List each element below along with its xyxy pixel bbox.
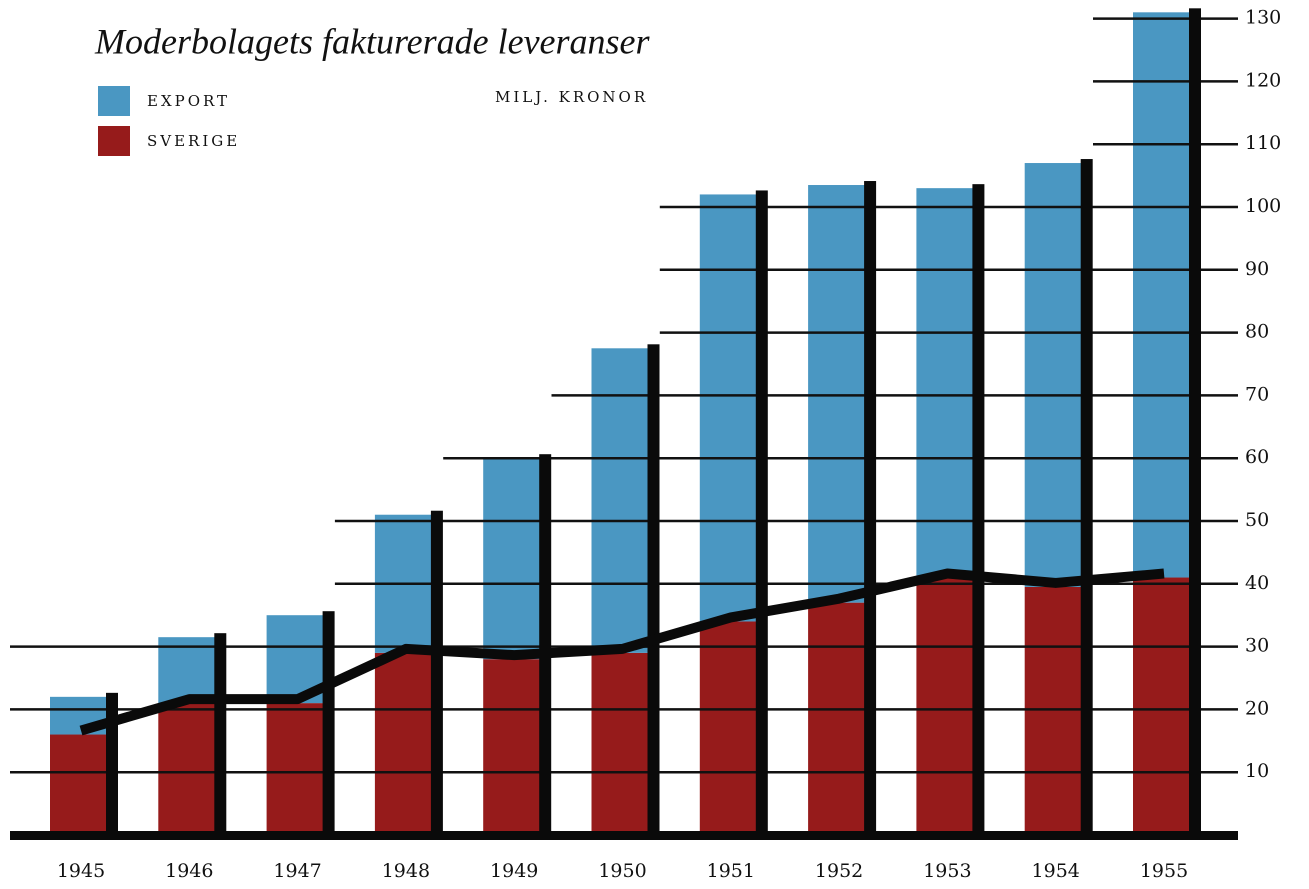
y-tick-label: 110	[1245, 132, 1281, 154]
bar-segment	[591, 652, 654, 835]
y-tick-label: 130	[1245, 7, 1281, 29]
x-tick-label: 1951	[707, 860, 755, 882]
y-tick-label: 60	[1245, 446, 1269, 468]
x-tick-label: 1954	[1032, 860, 1080, 882]
bar-segment	[1024, 163, 1087, 587]
bar-segment	[483, 458, 546, 660]
bar-post	[214, 633, 227, 835]
bar-segment	[1133, 577, 1195, 835]
bar-post	[430, 510, 443, 835]
bar-segment	[266, 703, 329, 835]
x-tick-label: 1948	[382, 860, 430, 882]
x-tick-label: 1946	[165, 860, 213, 882]
bar-segment	[50, 734, 112, 835]
bar-post	[322, 611, 335, 835]
bar-segment	[1133, 12, 1195, 578]
x-tick-label: 1955	[1140, 860, 1188, 882]
x-tick-label: 1950	[598, 860, 646, 882]
y-tick-label: 80	[1245, 321, 1269, 343]
bar-post	[647, 344, 660, 835]
x-tick-label: 1945	[57, 860, 105, 882]
bar-segment	[808, 185, 871, 603]
y-tick-label: 40	[1245, 572, 1269, 594]
bar-segment	[808, 602, 871, 835]
bar-segment	[699, 194, 762, 622]
y-tick-label: 10	[1245, 760, 1269, 782]
sverige-line	[79, 568, 1165, 736]
x-tick-label: 1949	[490, 860, 538, 882]
y-tick-label: 70	[1245, 383, 1269, 405]
y-tick-label: 30	[1245, 635, 1269, 657]
bar-segment	[591, 348, 654, 653]
x-axis	[10, 831, 1238, 840]
legend-label: SVERIGE	[147, 132, 240, 150]
y-tick-label: 20	[1245, 697, 1269, 719]
bar-post	[539, 454, 552, 835]
bar-post	[106, 692, 118, 835]
legend-swatch	[98, 126, 130, 156]
chart-subtitle: MILJ. KRONOR	[495, 88, 648, 106]
bar-post	[1189, 8, 1201, 835]
bar-post	[972, 184, 985, 835]
x-tick-label: 1953	[923, 860, 971, 882]
bar-post	[1080, 159, 1093, 836]
bar-post	[864, 181, 877, 835]
legend-label: EXPORT	[147, 92, 230, 110]
x-tick-label: 1947	[273, 860, 321, 882]
bar-post	[755, 190, 768, 835]
y-tick-label: 100	[1245, 195, 1281, 217]
bar-segment	[158, 637, 221, 704]
bar-segment	[483, 659, 546, 835]
bar-segment	[916, 577, 979, 835]
x-tick-label: 1952	[815, 860, 863, 882]
bar-segment	[916, 188, 979, 578]
chart-title: Moderbolagets fakturerade leveranser	[94, 21, 651, 61]
bar-segment	[699, 621, 762, 835]
legend-swatch	[98, 86, 130, 116]
y-tick-label: 120	[1245, 69, 1281, 91]
bar-segment	[158, 703, 221, 835]
bar-segment	[1024, 586, 1087, 835]
y-tick-label: 90	[1245, 258, 1269, 280]
bar-segment	[374, 652, 437, 835]
y-tick-label: 50	[1245, 509, 1269, 531]
